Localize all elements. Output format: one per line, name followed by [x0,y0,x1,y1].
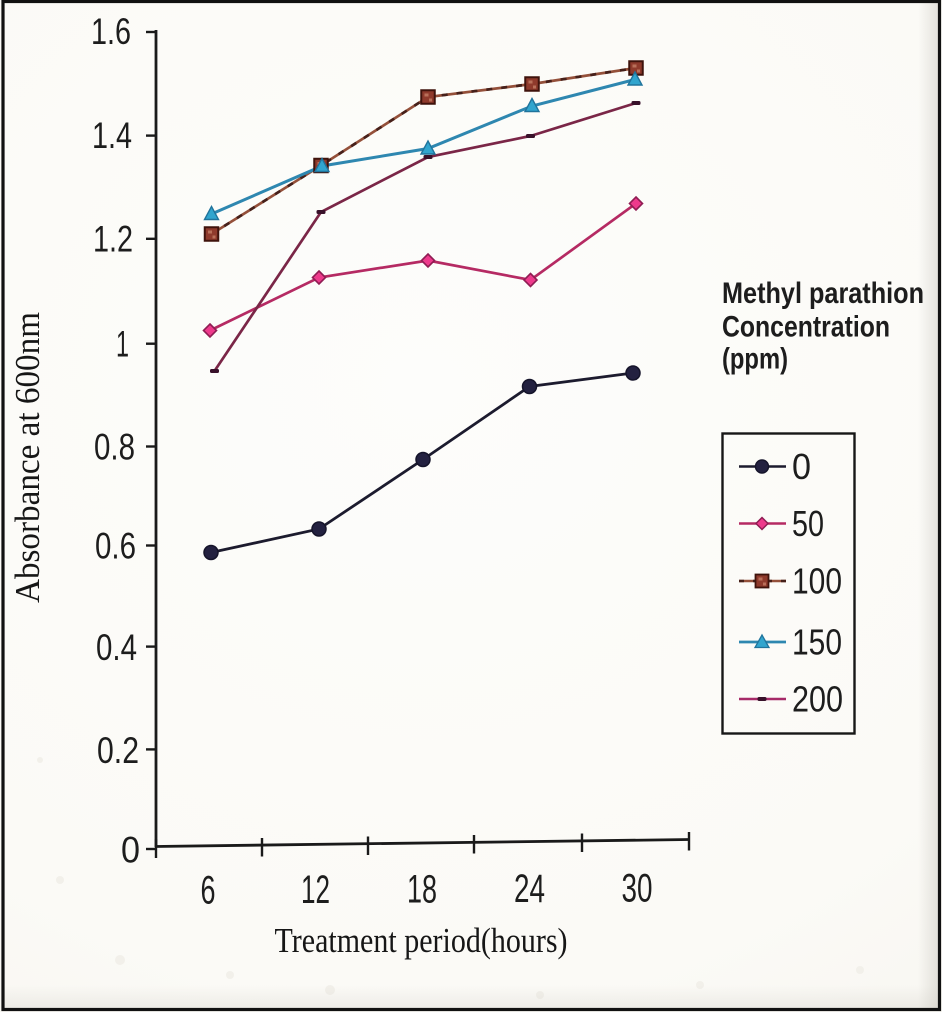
svg-text:1: 1 [116,324,129,365]
svg-text:Methyl parathion: Methyl parathion [722,277,924,310]
svg-text:0.8: 0.8 [94,427,135,468]
svg-text:18: 18 [407,868,437,912]
svg-text:0.6: 0.6 [95,526,136,567]
svg-text:24: 24 [514,867,545,911]
svg-text:Concentration: Concentration [722,311,890,344]
svg-text:150: 150 [792,622,842,663]
svg-text:0: 0 [121,830,140,871]
svg-text:100: 100 [792,561,842,602]
svg-text:12: 12 [301,868,330,912]
svg-text:50: 50 [792,503,824,544]
svg-text:0: 0 [792,446,811,487]
svg-text:(ppm): (ppm) [722,343,788,376]
svg-text:Absorbance at 600nm: Absorbance at 600nm [8,312,47,603]
svg-text:1.4: 1.4 [92,115,132,156]
svg-text:0.4: 0.4 [96,627,137,668]
svg-text:0.2: 0.2 [97,730,139,771]
svg-text:6: 6 [201,869,216,913]
svg-text:30: 30 [622,867,653,911]
svg-text:1.2: 1.2 [93,219,133,260]
svg-text:1.6: 1.6 [91,11,131,52]
svg-text:Treatment period(hours): Treatment period(hours) [275,921,568,960]
svg-text:200: 200 [792,679,843,720]
